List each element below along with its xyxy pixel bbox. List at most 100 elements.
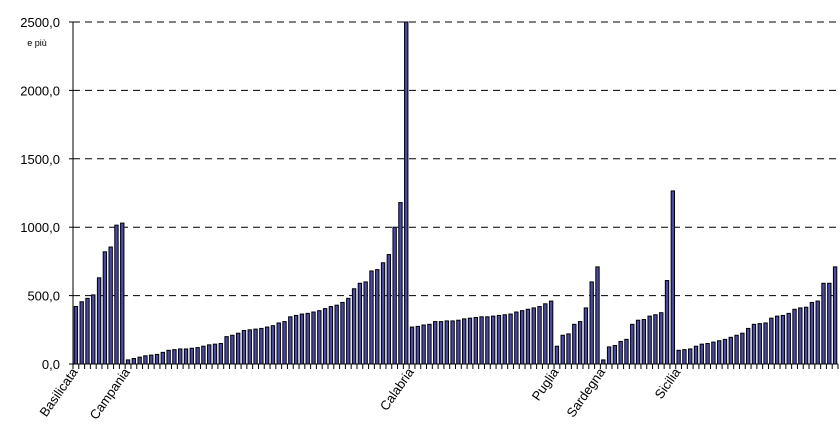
bar bbox=[688, 348, 693, 365]
bar bbox=[618, 340, 623, 365]
y-tick-label: 500,0 bbox=[27, 289, 60, 304]
bar bbox=[224, 336, 229, 365]
x-axis-category-labels: Basilicata Campania Calabria Puglia Sardegna… bbox=[36, 364, 683, 422]
bar bbox=[450, 320, 455, 365]
x-category-label: Campania bbox=[87, 364, 134, 422]
bar bbox=[79, 301, 84, 365]
bar bbox=[438, 321, 444, 365]
bar bbox=[473, 316, 478, 365]
y-tick-label: 2500,0 bbox=[20, 15, 60, 30]
bar bbox=[218, 342, 223, 365]
bar bbox=[421, 324, 426, 365]
bar bbox=[462, 318, 467, 365]
bars bbox=[73, 21, 838, 365]
bar bbox=[647, 315, 652, 365]
bar bbox=[705, 342, 710, 365]
bar bbox=[780, 314, 786, 365]
bar bbox=[786, 312, 791, 365]
bar bbox=[566, 333, 571, 365]
bar bbox=[264, 326, 270, 365]
bar bbox=[91, 294, 96, 365]
bar bbox=[299, 313, 305, 365]
bar bbox=[734, 334, 739, 365]
bar bbox=[792, 308, 797, 365]
bar bbox=[380, 262, 386, 365]
bar bbox=[207, 344, 212, 365]
bar bbox=[212, 343, 218, 365]
bar bbox=[601, 359, 606, 365]
bar bbox=[270, 325, 276, 365]
bar bbox=[717, 340, 722, 365]
bar bbox=[490, 315, 496, 365]
bar bbox=[311, 311, 316, 365]
bar bbox=[659, 312, 664, 365]
bar bbox=[624, 338, 629, 365]
bar bbox=[467, 317, 473, 365]
bar bbox=[149, 354, 154, 365]
y-tick-label: 1500,0 bbox=[20, 152, 60, 167]
bar bbox=[537, 306, 542, 365]
bar bbox=[120, 222, 125, 365]
x-category-label: Calabria bbox=[377, 364, 417, 413]
y-tick-label: 1000,0 bbox=[20, 220, 60, 235]
bar bbox=[369, 270, 374, 365]
bar bbox=[195, 347, 200, 365]
bar bbox=[317, 310, 322, 365]
bar bbox=[305, 312, 310, 365]
bar bbox=[751, 323, 757, 365]
bar bbox=[554, 345, 560, 365]
y-axis-tick-labels: 0,0 500,0 1000,0 1500,0 2000,0 2500,0 bbox=[20, 15, 60, 372]
bar bbox=[676, 349, 681, 365]
bar bbox=[583, 307, 589, 365]
bar bbox=[827, 282, 832, 365]
bar bbox=[641, 319, 647, 365]
bar bbox=[288, 316, 293, 365]
bar bbox=[201, 345, 206, 365]
bar bbox=[282, 321, 287, 365]
bar bbox=[189, 347, 194, 365]
bar bbox=[375, 269, 380, 365]
bar bbox=[137, 356, 142, 365]
bar bbox=[334, 304, 339, 365]
bar bbox=[433, 321, 438, 365]
bar bbox=[548, 300, 554, 365]
bar bbox=[763, 322, 768, 365]
bar bbox=[241, 329, 247, 365]
bar bbox=[166, 349, 171, 365]
bar bbox=[757, 323, 762, 365]
bar bbox=[247, 329, 252, 365]
bar bbox=[415, 325, 421, 365]
bar bbox=[427, 323, 432, 365]
axes bbox=[69, 21, 839, 369]
bar bbox=[108, 246, 113, 365]
bar bbox=[722, 338, 728, 365]
x-category-label: Sardegna bbox=[563, 364, 608, 419]
bar bbox=[340, 301, 345, 365]
bar bbox=[102, 251, 108, 365]
bar bbox=[769, 317, 774, 365]
bar bbox=[630, 323, 635, 365]
bar bbox=[386, 254, 392, 365]
bar bbox=[745, 327, 751, 365]
bar bbox=[351, 288, 357, 365]
bar bbox=[635, 319, 641, 365]
bar bbox=[328, 306, 334, 365]
bar bbox=[235, 332, 241, 365]
bar bbox=[357, 282, 363, 365]
bar bbox=[740, 332, 745, 365]
bar bbox=[456, 319, 461, 365]
grid-lines bbox=[73, 21, 838, 297]
bar bbox=[728, 336, 733, 365]
x-category-label: Puglia bbox=[529, 364, 562, 403]
bar bbox=[85, 297, 90, 365]
bar bbox=[125, 359, 131, 365]
bar bbox=[809, 301, 815, 365]
bar bbox=[479, 316, 484, 365]
bar bbox=[154, 353, 160, 365]
bar bbox=[774, 315, 780, 365]
y-axis-top-note: e più bbox=[27, 38, 47, 48]
bar bbox=[595, 266, 600, 365]
bar bbox=[392, 226, 397, 365]
bar bbox=[404, 21, 409, 365]
bar bbox=[612, 345, 618, 365]
